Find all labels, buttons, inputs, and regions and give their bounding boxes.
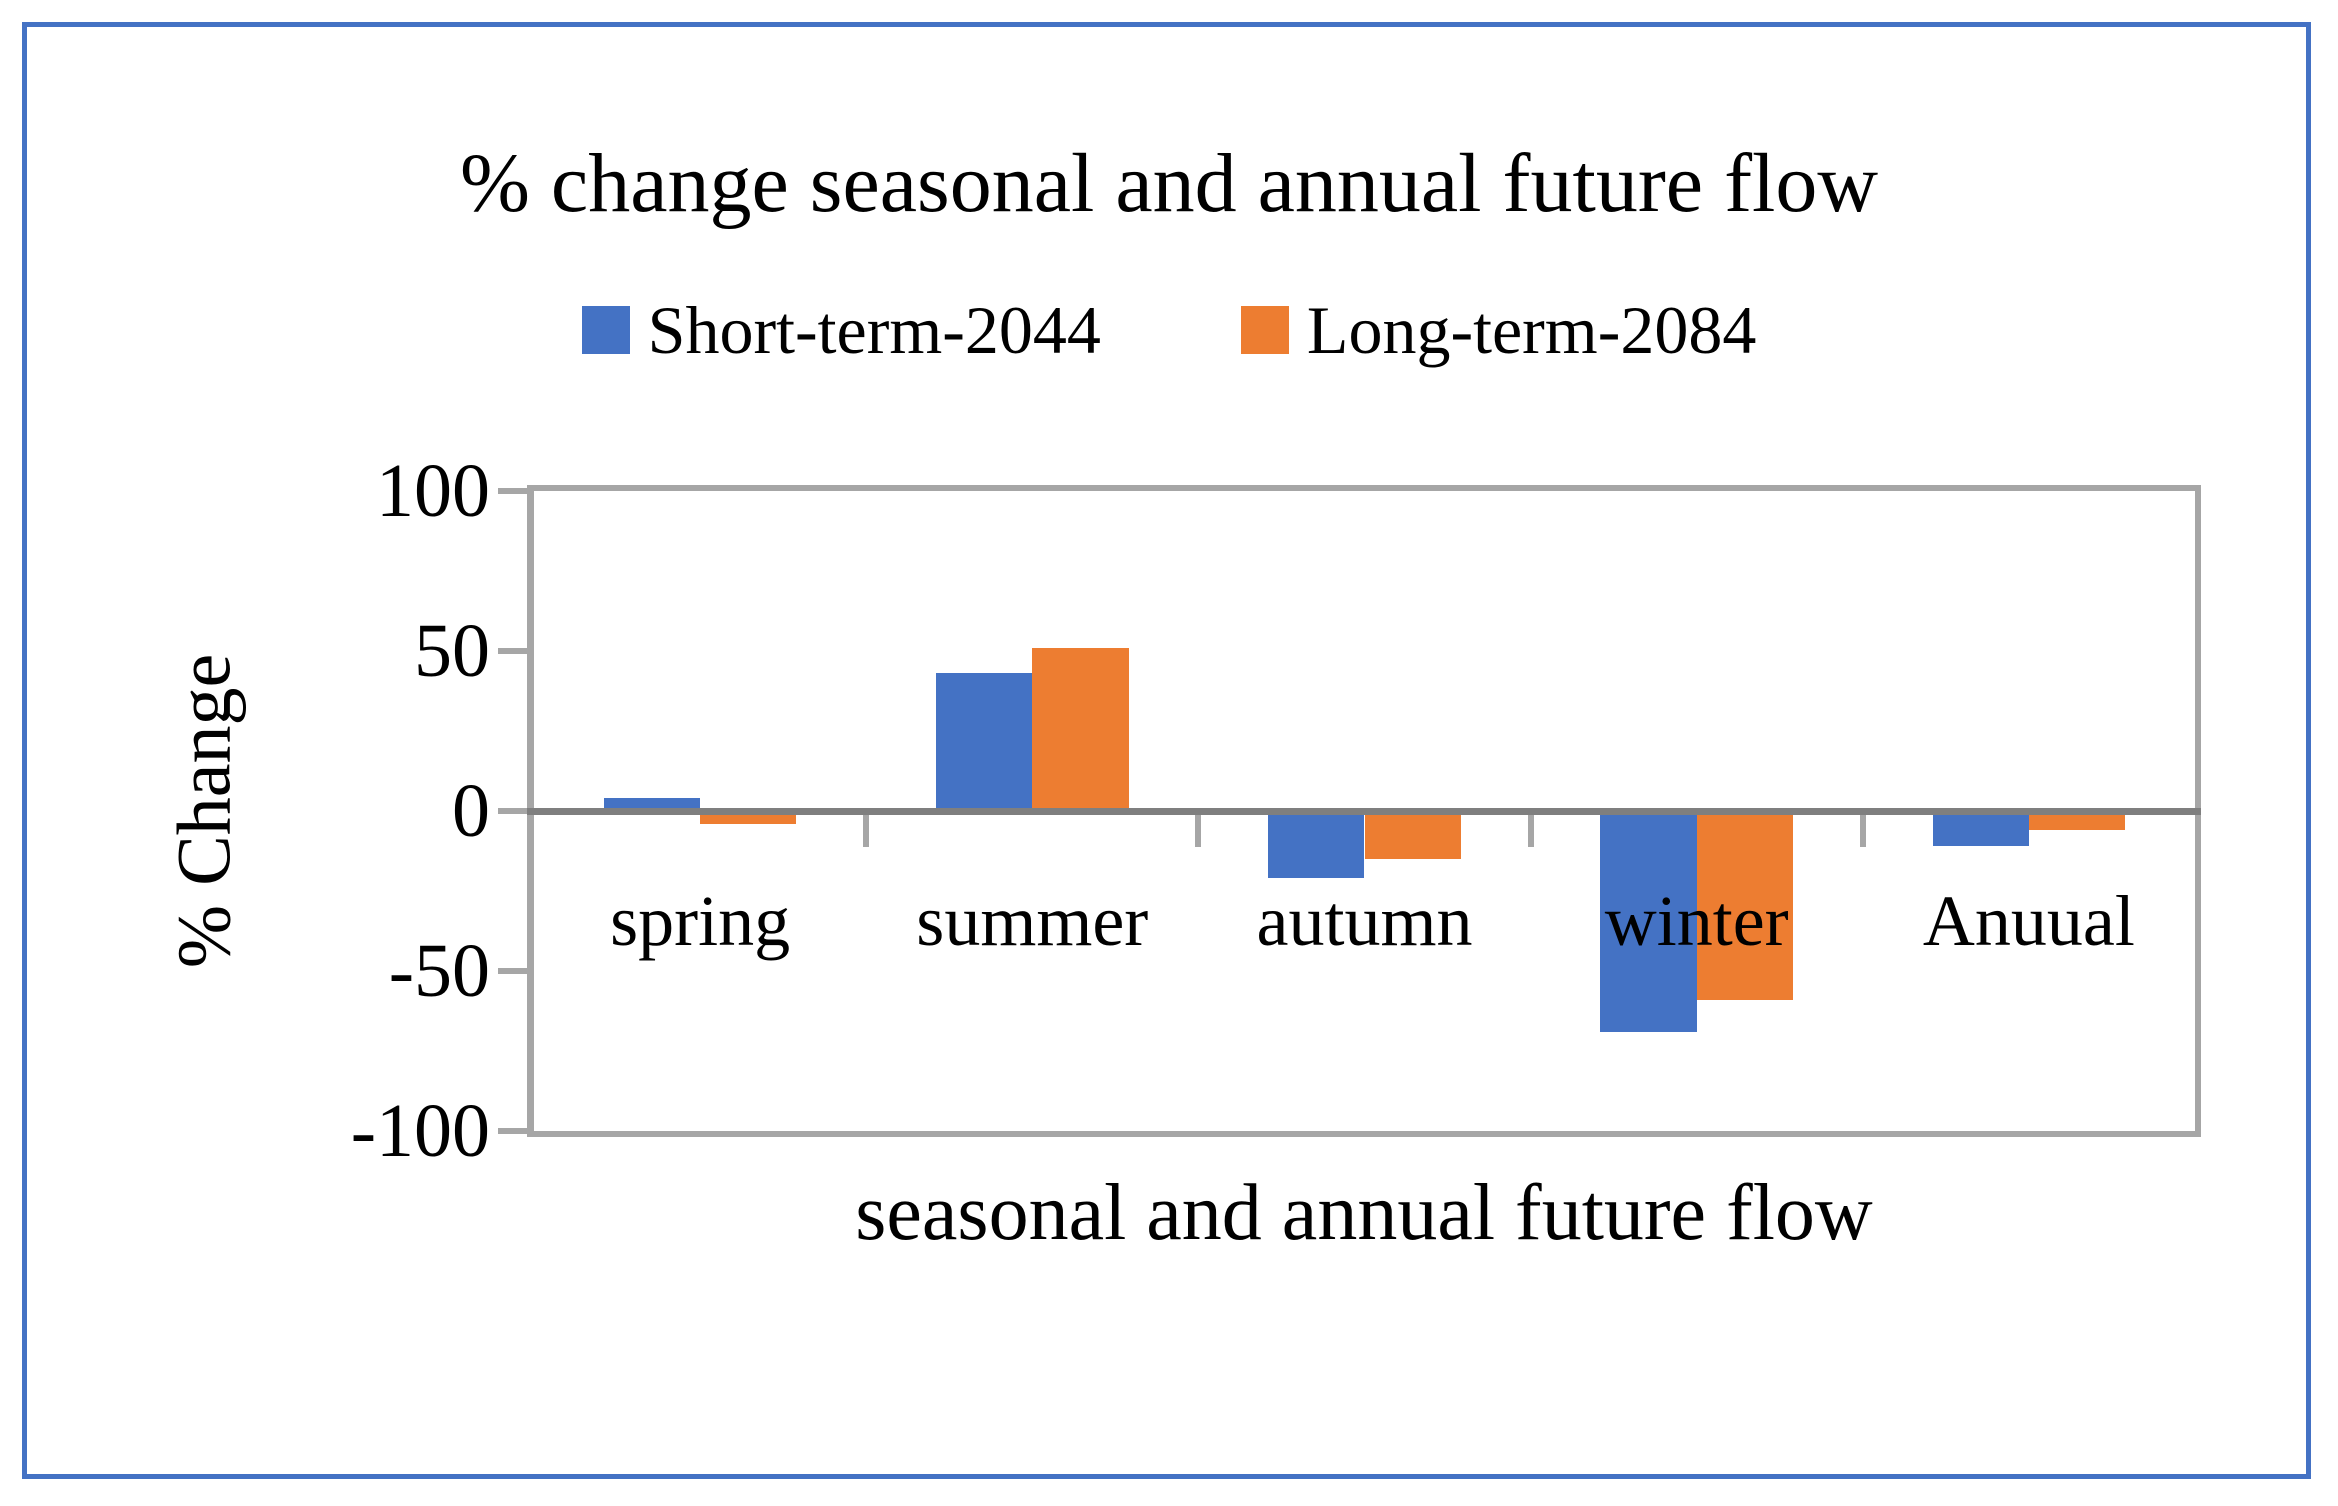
bar-Short-term-2044-autumn bbox=[1268, 811, 1365, 879]
legend-entry-short-term: Short-term-2044 bbox=[581, 292, 1101, 368]
x-category-label-winter: winter bbox=[1604, 881, 1789, 961]
bar-Long-term-2084-summer bbox=[1032, 647, 1129, 811]
x-axis-zero-line bbox=[527, 807, 2201, 815]
x-axis-tick bbox=[1859, 811, 1866, 847]
y-tick-label--100: -100 bbox=[350, 1089, 490, 1173]
bar-Long-term-2084-autumn bbox=[1364, 811, 1461, 859]
legend-marker-short-term-swatch bbox=[581, 306, 630, 354]
y-axis-tick bbox=[498, 488, 530, 494]
legend-label-long-term: Long-term-2084 bbox=[1306, 292, 1757, 368]
legend-marker-long-term-swatch bbox=[1240, 306, 1289, 354]
legend-label-short-term: Short-term-2044 bbox=[647, 292, 1101, 368]
y-tick-label-0: 0 bbox=[452, 769, 490, 853]
y-tick-label-100: 100 bbox=[376, 449, 490, 533]
y-axis-tick bbox=[498, 968, 530, 974]
x-category-label-autumn: autumn bbox=[1256, 881, 1473, 961]
y-tick-label--50: -50 bbox=[388, 929, 490, 1013]
x-category-label-Anuual: Anuual bbox=[1922, 881, 2135, 961]
y-axis-tick bbox=[498, 1128, 530, 1134]
y-axis-tick bbox=[498, 808, 530, 814]
bar-Short-term-2044-summer bbox=[935, 673, 1033, 811]
x-axis-tick bbox=[1527, 811, 1534, 847]
chart-title: % change seasonal and annual future flow bbox=[459, 137, 1879, 230]
bar-Short-term-2044-winter bbox=[1600, 811, 1697, 1032]
x-axis-tick bbox=[1195, 811, 1202, 847]
plot-frame: spring summer autumn winter Anuual bbox=[527, 485, 2201, 1137]
bar-Long-term-2084-winter bbox=[1696, 811, 1794, 1000]
plot-area: spring summer autumn winter Anuual bbox=[527, 491, 2201, 1131]
legend: Short-term-2044 Long-term-2084 bbox=[0, 296, 2338, 364]
bar-Short-term-2044-Anuual bbox=[1932, 811, 2029, 847]
y-axis-tick bbox=[498, 648, 530, 654]
bar-Long-term-2084-Anuual bbox=[2028, 811, 2126, 831]
x-category-label-summer: summer bbox=[916, 881, 1149, 961]
x-category-label-spring: spring bbox=[610, 881, 791, 961]
x-axis-title: seasonal and annual future flow bbox=[855, 1169, 1873, 1257]
y-tick-label-50: 50 bbox=[414, 609, 490, 693]
legend-entry-long-term: Long-term-2084 bbox=[1240, 292, 1757, 368]
x-axis-tick bbox=[863, 811, 870, 847]
